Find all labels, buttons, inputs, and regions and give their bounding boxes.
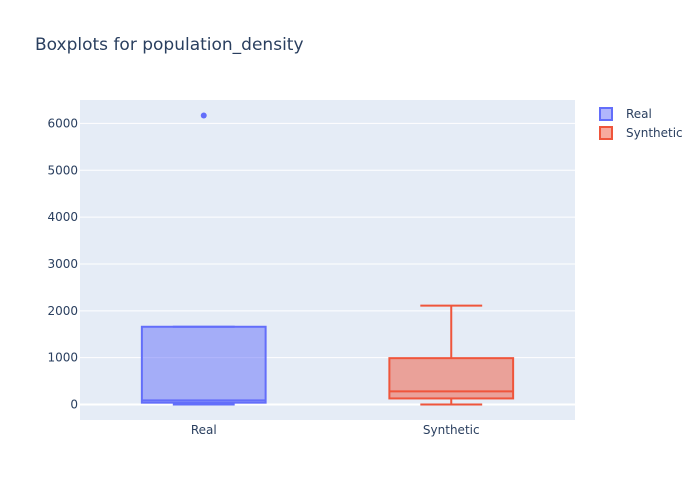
legend-label: Real xyxy=(626,107,652,121)
box-real xyxy=(140,112,267,406)
x-tick-label: Synthetic xyxy=(423,423,480,437)
legend-item-real[interactable]: Real xyxy=(599,107,652,121)
y-tick-label: 4000 xyxy=(47,210,78,224)
y-axis-ticks: 0 1000 2000 3000 4000 5000 6000 xyxy=(47,116,78,411)
box-synthetic xyxy=(388,304,515,406)
box-iqr xyxy=(140,325,267,404)
y-tick-label: 0 xyxy=(70,398,78,412)
y-tick-label: 2000 xyxy=(47,304,78,318)
legend-label: Synthetic xyxy=(626,126,683,140)
legend[interactable]: Real Synthetic xyxy=(599,107,683,140)
legend-item-synthetic[interactable]: Synthetic xyxy=(599,126,683,140)
x-tick-label: Real xyxy=(191,423,217,437)
chart-title: Boxplots for population_density xyxy=(35,35,304,55)
y-tick-label: 5000 xyxy=(47,163,78,177)
legend-swatch xyxy=(599,107,613,121)
x-axis-ticks: Real Synthetic xyxy=(191,423,480,437)
y-tick-label: 3000 xyxy=(47,257,78,271)
legend-swatch xyxy=(599,126,613,140)
gridlines xyxy=(80,122,575,406)
outlier-point xyxy=(200,112,207,119)
boxes xyxy=(140,112,515,406)
y-tick-label: 6000 xyxy=(47,116,78,130)
y-tick-label: 1000 xyxy=(47,351,78,365)
